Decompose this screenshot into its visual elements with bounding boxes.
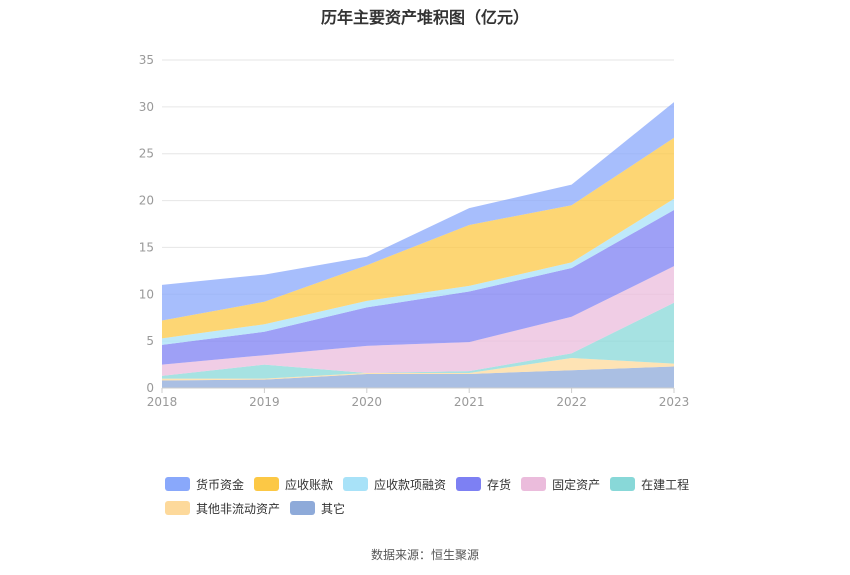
legend-item[interactable]: 应收款项融资 — [343, 472, 446, 496]
x-tick-label: 2018 — [147, 395, 178, 409]
legend-label: 货币资金 — [196, 477, 245, 492]
y-tick-label: 15 — [139, 240, 154, 254]
legend-swatch — [254, 477, 280, 491]
source-note: 数据来源：恒生聚源 — [370, 548, 479, 562]
area-series-3 — [162, 266, 674, 376]
legend-label: 其他非流动资产 — [196, 501, 281, 516]
y-tick-label: 30 — [139, 100, 154, 114]
area-series-4 — [162, 209, 674, 365]
legend-item[interactable]: 应收账款 — [254, 472, 333, 496]
legend-label: 在建工程 — [641, 477, 690, 492]
area-series-1 — [162, 358, 674, 381]
y-tick-label: 25 — [139, 147, 154, 161]
legend-swatch — [456, 477, 482, 491]
legend-label: 应收款项融资 — [374, 477, 447, 492]
legend-item[interactable]: 其它 — [290, 496, 345, 520]
legend-item[interactable]: 货币资金 — [165, 472, 244, 496]
legend-item[interactable]: 固定资产 — [521, 472, 600, 496]
legend-swatch — [343, 477, 369, 491]
x-tick-label: 2021 — [454, 395, 485, 409]
legend-swatch — [290, 501, 316, 515]
y-tick-label: 5 — [146, 334, 154, 348]
legend-swatch — [521, 477, 547, 491]
legend-item[interactable]: 其他非流动资产 — [165, 496, 280, 520]
area-series-0 — [162, 366, 674, 388]
x-tick-label: 2019 — [249, 395, 280, 409]
area-series — [162, 102, 674, 388]
x-tick-label: 2020 — [352, 395, 383, 409]
chart-title: 历年主要资产堆积图（亿元） — [320, 8, 529, 27]
y-tick-label: 0 — [146, 381, 154, 395]
y-tick-label: 10 — [139, 287, 154, 301]
legend-item[interactable]: 存货 — [456, 472, 511, 496]
x-tick-label: 2023 — [659, 395, 690, 409]
area-series-2 — [162, 302, 674, 379]
legend-swatch — [165, 477, 190, 491]
y-tick-label: 20 — [139, 194, 154, 208]
legend: 货币资金 应收账款 应收款项融资 存货 固定资产 在建工程其他非流动资产 其它 — [165, 472, 725, 520]
y-tick-label: 35 — [139, 53, 154, 67]
legend-label: 存货 — [487, 477, 512, 492]
area-series-6 — [162, 137, 674, 339]
legend-swatch — [165, 501, 190, 515]
axes: 0 5 10 15 20 25 30 35 2018 2019 2020 2021 2022 2023 — [139, 53, 690, 409]
legend-item[interactable]: 在建工程 — [610, 472, 689, 496]
legend-swatch — [610, 477, 636, 491]
legend-label: 固定资产 — [552, 477, 601, 492]
legend-label: 应收账款 — [285, 477, 334, 492]
area-series-7 — [162, 102, 674, 321]
x-tick-label: 2022 — [556, 395, 587, 409]
legend-label: 其它 — [321, 501, 346, 516]
